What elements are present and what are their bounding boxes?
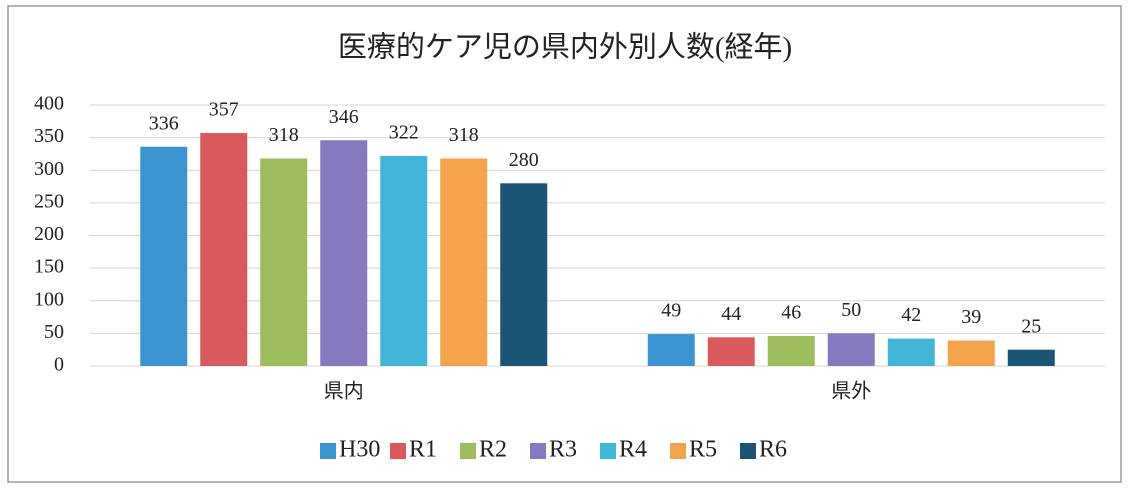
y-tick-label: 250 <box>34 190 64 212</box>
data-label: 49 <box>661 300 681 322</box>
data-label: 25 <box>1021 315 1041 337</box>
y-tick-label: 150 <box>34 256 64 278</box>
bar <box>320 140 368 366</box>
y-tick-label: 50 <box>44 321 64 343</box>
y-tick-label: 400 <box>34 93 64 115</box>
chart-title: 医療的ケア児の県内外別人数(経年) <box>338 31 792 64</box>
bar <box>140 146 188 366</box>
y-tick-label: 0 <box>54 354 64 376</box>
bar <box>947 340 995 366</box>
legend-label: H30 <box>339 437 380 463</box>
legend-swatch <box>530 443 546 459</box>
bar <box>707 337 755 366</box>
data-label: 322 <box>389 121 419 143</box>
bar <box>380 155 428 366</box>
bar <box>647 334 695 366</box>
legend-swatch <box>320 443 336 459</box>
data-label: 44 <box>721 303 741 325</box>
data-label: 318 <box>449 124 479 146</box>
chart-frame <box>7 5 1122 483</box>
y-tick-label: 300 <box>34 158 64 180</box>
legend-swatch <box>600 443 616 459</box>
legend-label: R4 <box>619 437 647 463</box>
bar <box>440 158 488 366</box>
legend-swatch <box>390 443 406 459</box>
bar <box>200 133 248 366</box>
bar <box>827 333 875 366</box>
data-label: 336 <box>149 112 179 134</box>
data-label: 39 <box>961 306 981 328</box>
legend-label: R1 <box>409 437 437 463</box>
bar <box>260 158 308 366</box>
legend-label: R2 <box>479 437 507 463</box>
x-tick-label: 県外 <box>831 380 871 403</box>
y-tick-label: 350 <box>34 125 64 147</box>
bar <box>500 183 548 366</box>
data-label: 46 <box>781 302 801 324</box>
data-label: 280 <box>509 149 539 171</box>
legend-swatch <box>670 443 686 459</box>
data-label: 42 <box>901 304 921 326</box>
y-tick-label: 100 <box>34 288 64 310</box>
bar <box>887 338 935 366</box>
legend-swatch <box>740 443 756 459</box>
legend-label: R6 <box>759 437 787 463</box>
x-tick-label: 県内 <box>324 380 364 403</box>
bar <box>767 335 815 366</box>
bar <box>1007 349 1055 366</box>
y-tick-label: 200 <box>34 223 64 245</box>
legend-label: R3 <box>549 437 577 463</box>
data-label: 50 <box>841 299 861 321</box>
data-label: 357 <box>209 99 239 121</box>
legend-swatch <box>460 443 476 459</box>
data-label: 318 <box>269 124 299 146</box>
data-label: 346 <box>329 106 359 128</box>
legend-label: R5 <box>689 437 717 463</box>
